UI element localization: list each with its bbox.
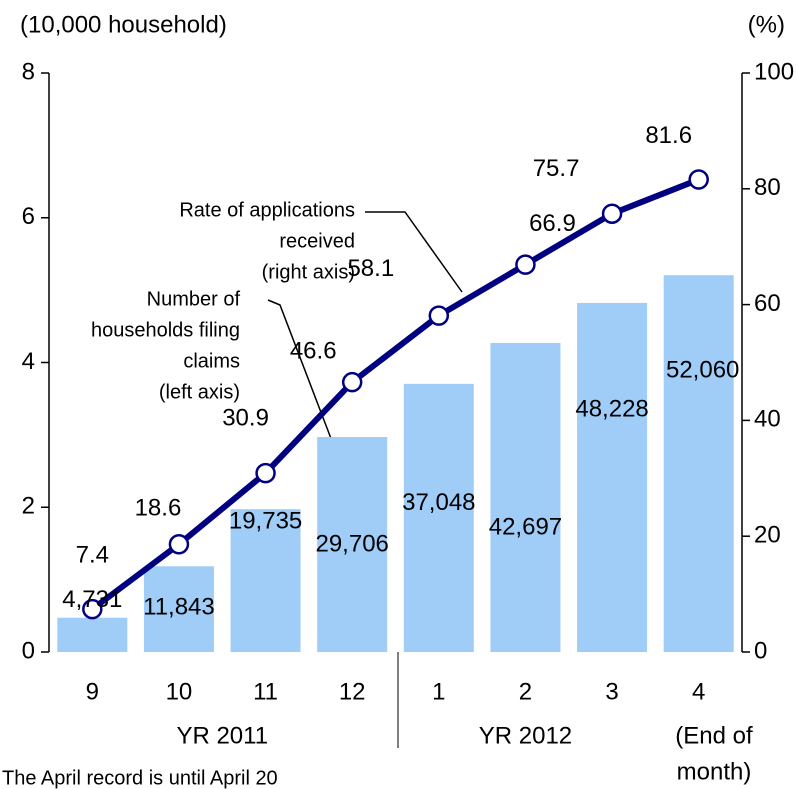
bar <box>490 342 561 652</box>
line-label: 58.1 <box>347 255 394 282</box>
annotation: claims <box>183 350 240 372</box>
annotation: Rate of applications <box>179 199 355 221</box>
y-axis-label: (10,000 household) <box>20 11 227 38</box>
bar-label: 29,706 <box>315 530 388 557</box>
y2-tick-label: 60 <box>754 290 781 317</box>
y2-tick-label: 20 <box>754 522 781 549</box>
group-label: YR 2012 <box>479 722 572 749</box>
y2-tick-label: 80 <box>754 174 781 201</box>
annotation: (left axis) <box>159 381 240 403</box>
x-tick-label: 12 <box>339 678 366 705</box>
bar-label: 11,843 <box>143 594 215 621</box>
bar-label: 42,697 <box>489 513 562 540</box>
bar-label: 4,731 <box>62 586 122 613</box>
line-label: 18.6 <box>135 495 182 522</box>
x-tick-label: 3 <box>605 678 618 705</box>
line-label: 46.6 <box>290 338 337 365</box>
x-note: (End of <box>675 722 753 749</box>
y-tick-label: 0 <box>22 637 35 664</box>
x-tick-label: 9 <box>86 678 99 705</box>
line-label: 30.9 <box>222 404 269 431</box>
x-tick-label: 1 <box>432 678 445 705</box>
annotation: households filing <box>91 319 240 341</box>
marker <box>255 462 276 484</box>
marker <box>168 534 190 555</box>
y-tick-label: 6 <box>22 203 35 230</box>
bar <box>317 437 388 652</box>
x-note: month) <box>677 758 752 785</box>
bar <box>577 302 648 652</box>
y-tick-label: 8 <box>22 58 35 85</box>
bar <box>403 383 474 652</box>
bar-label: 37,048 <box>402 489 475 516</box>
line-label: 7.4 <box>76 541 109 568</box>
bar-label: 19,735 <box>229 508 302 535</box>
y-tick-label: 4 <box>22 348 35 375</box>
x-tick-label: 11 <box>253 678 278 705</box>
line <box>90 176 700 612</box>
y2-tick-label: 100 <box>754 58 794 85</box>
marker <box>688 169 709 190</box>
bar <box>143 566 214 652</box>
bar-label: 48,228 <box>575 395 648 422</box>
bar <box>57 617 128 652</box>
group-label: YR 2011 <box>176 722 268 749</box>
marker <box>601 203 623 224</box>
annotation: received <box>279 230 355 252</box>
annotation: Number of <box>147 288 241 310</box>
marker <box>428 305 450 326</box>
annotation: (right axis) <box>262 261 355 283</box>
leader-line <box>365 211 463 293</box>
marker <box>82 598 103 620</box>
bar <box>230 509 301 652</box>
line-label: 66.9 <box>529 210 576 237</box>
y-tick-label: 2 <box>22 493 35 520</box>
line-label: 81.6 <box>645 122 692 149</box>
marker <box>341 371 363 393</box>
y2-tick-label: 40 <box>754 406 781 433</box>
marker <box>515 254 536 275</box>
bar <box>663 275 734 652</box>
x-tick-label: 2 <box>519 678 532 705</box>
x-tick-label: 4 <box>692 678 705 705</box>
y2-tick-label: 0 <box>754 637 767 664</box>
x-tick-label: 10 <box>166 678 193 705</box>
bar-label: 52,060 <box>666 357 739 384</box>
y2-axis-label: (%) <box>748 11 785 38</box>
line-label: 75.7 <box>533 155 580 182</box>
footnote: The April record is until April 20 <box>2 767 278 789</box>
